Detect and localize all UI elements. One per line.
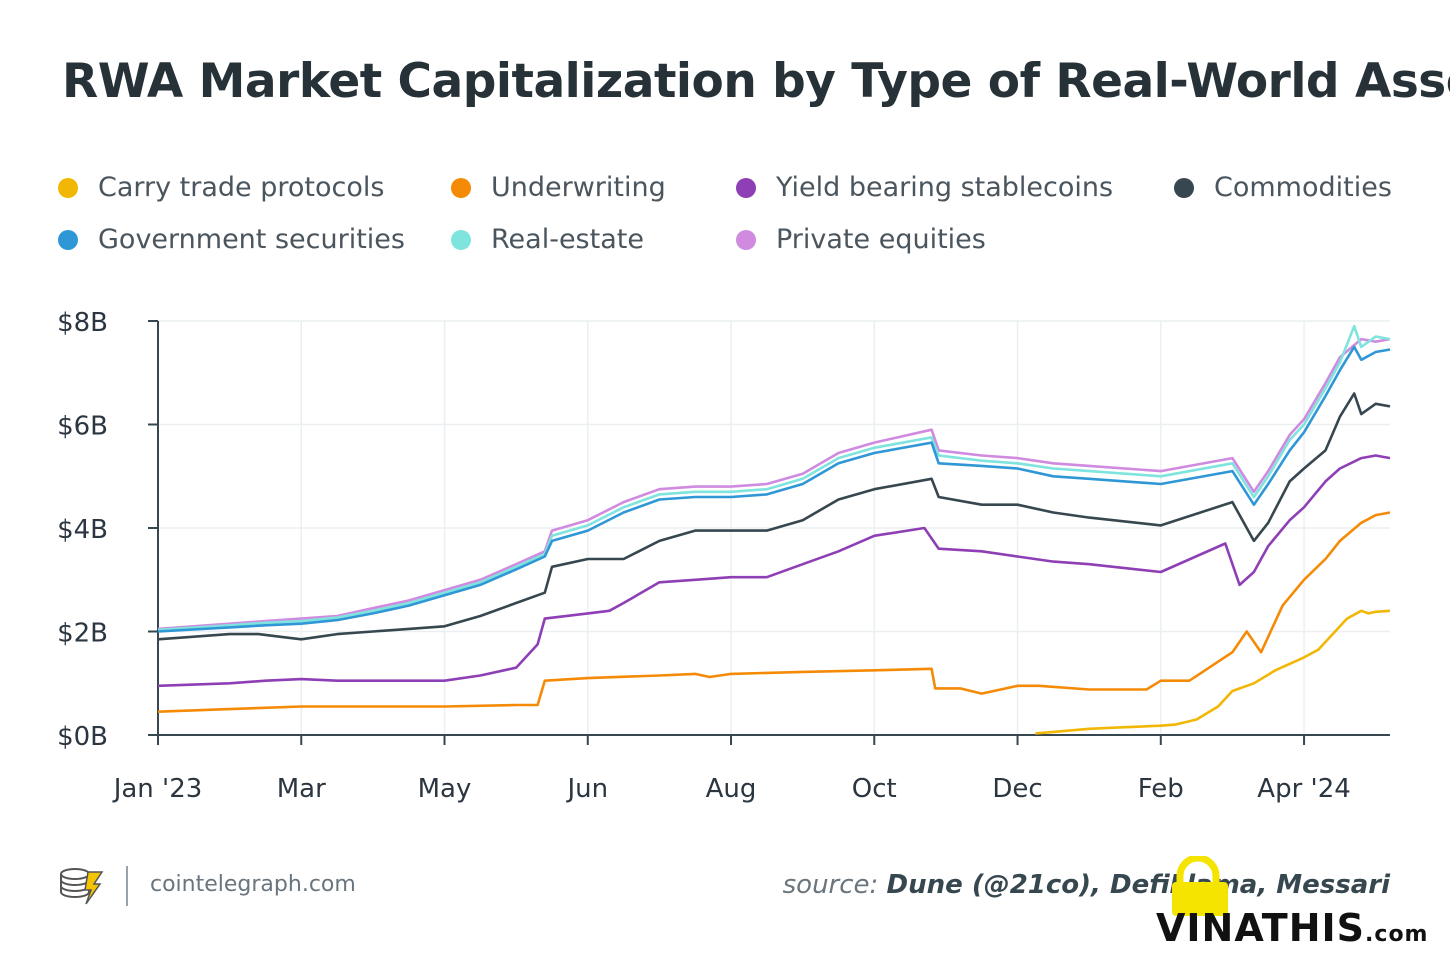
x-tick-label: Mar bbox=[277, 774, 326, 804]
footer-divider bbox=[126, 866, 128, 906]
series-line-underwriting bbox=[157, 511, 1391, 713]
legend: Carry trade protocols Underwriting Yield… bbox=[0, 0, 1450, 280]
source-credit: source: Dune (@21co), DefiLlama, Messari bbox=[783, 870, 1390, 900]
legend-dot-yield-stablecoins bbox=[736, 177, 756, 198]
series-line-yield-bearing-stablecoins bbox=[157, 454, 1391, 688]
x-tick-label: Dec bbox=[992, 774, 1042, 804]
legend-label-real-estate: Real-estate bbox=[491, 224, 644, 255]
legend-item-underwriting[interactable]: Underwriting bbox=[451, 172, 666, 203]
watermark-text: VINATHIS.com bbox=[1156, 906, 1428, 950]
legend-label-carry-trade: Carry trade protocols bbox=[98, 172, 385, 203]
y-tick-label: $8B bbox=[57, 308, 108, 338]
legend-dot-commodities bbox=[1174, 177, 1194, 198]
x-tick-label: Apr '24 bbox=[1257, 774, 1350, 804]
line-chart: $0B $2B $4B $6B $8B Jan '23 Mar May Jun Aug Oct Dec… bbox=[57, 308, 1391, 804]
y-tick-label: $2B bbox=[57, 619, 108, 649]
watermark-lock-icon bbox=[1172, 856, 1228, 916]
legend-label-yield-stablecoins: Yield bearing stablecoins bbox=[776, 172, 1114, 203]
y-tick-label: $6B bbox=[57, 412, 108, 442]
series-line-real-estate bbox=[157, 324, 1391, 632]
legend-label-commodities: Commodities bbox=[1214, 172, 1392, 203]
footer-site-link[interactable]: cointelegraph.com bbox=[150, 872, 356, 897]
legend-item-government-securities[interactable]: Government securities bbox=[58, 224, 405, 255]
watermark-brand: VINATHIS bbox=[1156, 906, 1366, 950]
series-line-private-equities bbox=[157, 337, 1391, 631]
legend-item-private-equities[interactable]: Private equities bbox=[736, 224, 986, 255]
series-line-carry-trade-protocols bbox=[1035, 609, 1391, 735]
legend-item-real-estate[interactable]: Real-estate bbox=[451, 224, 644, 255]
series-line-government-securities bbox=[157, 345, 1391, 633]
chart-tick-labels: $0B $2B $4B $6B $8B Jan '23 Mar May Jun Aug Oct Dec… bbox=[57, 308, 1351, 804]
series-line-commodities bbox=[157, 392, 1391, 641]
y-tick-label: $4B bbox=[57, 515, 108, 545]
cointelegraph-logo-icon bbox=[60, 868, 104, 905]
legend-item-yield-stablecoins[interactable]: Yield bearing stablecoins bbox=[736, 172, 1113, 203]
legend-dot-real-estate bbox=[451, 229, 471, 250]
watermark-suffix: .com bbox=[1365, 922, 1429, 947]
legend-item-commodities[interactable]: Commodities bbox=[1174, 172, 1392, 203]
source-label: source: bbox=[782, 870, 887, 900]
legend-item-carry-trade[interactable]: Carry trade protocols bbox=[58, 172, 384, 203]
x-tick-label: Feb bbox=[1138, 774, 1184, 804]
legend-label-underwriting: Underwriting bbox=[491, 172, 666, 203]
chart-series bbox=[157, 324, 1391, 735]
legend-label-government-securities: Government securities bbox=[98, 224, 405, 255]
chart-title: RWA Market Capitalization by Type of Rea… bbox=[62, 54, 1450, 109]
x-tick-label: Oct bbox=[852, 774, 897, 804]
legend-label-private-equities: Private equities bbox=[776, 224, 986, 255]
legend-dot-private-equities bbox=[736, 229, 756, 250]
chart-axes bbox=[148, 320, 1390, 745]
x-tick-label: Jan '23 bbox=[112, 774, 203, 804]
x-tick-label: May bbox=[418, 774, 472, 804]
legend-dot-carry-trade bbox=[58, 177, 78, 198]
x-tick-label: Aug bbox=[706, 774, 757, 804]
y-tick-label: $0B bbox=[57, 722, 108, 752]
source-value: Dune (@21co), DefiLlama, Messari bbox=[886, 870, 1390, 900]
legend-dot-underwriting bbox=[451, 177, 471, 198]
x-tick-label: Jun bbox=[565, 774, 608, 804]
legend-dot-government-securities bbox=[58, 229, 78, 250]
